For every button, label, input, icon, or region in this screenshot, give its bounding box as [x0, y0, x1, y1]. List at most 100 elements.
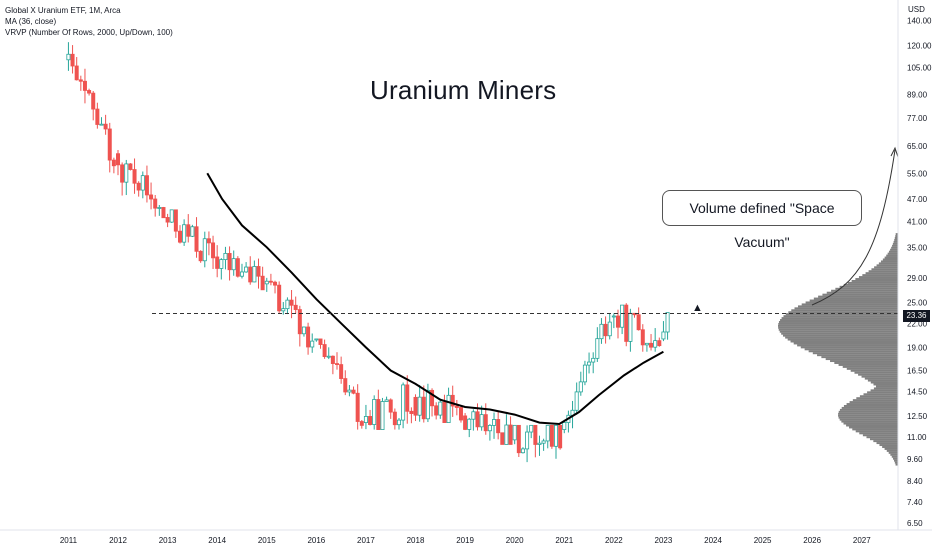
y-tick-label: 29.00 [907, 274, 928, 283]
candle-body [508, 424, 513, 445]
candle-body [161, 207, 166, 219]
legend-vrvp[interactable]: VRVP (Number Of Rows, 2000, Up/Down, 100… [5, 28, 173, 37]
y-tick-label: 14.50 [907, 388, 928, 397]
candle-body [487, 424, 492, 432]
volume-profile-bar [839, 408, 898, 411]
candle-body [396, 419, 401, 426]
candle-body [293, 304, 298, 310]
candle-body [520, 448, 525, 454]
candle-body [425, 389, 430, 420]
candle-body [235, 258, 240, 277]
volume-profile-bar [838, 414, 898, 417]
candle-body [504, 424, 509, 445]
candle-body [591, 357, 596, 363]
candle-body [223, 253, 228, 261]
volume-profile-bar [892, 457, 898, 460]
volume-profile-bar [894, 459, 898, 462]
volume-profile-bar [894, 461, 898, 464]
candle-body [640, 329, 645, 346]
y-tick-label: 22.00 [907, 319, 928, 328]
x-tick-label: 2025 [754, 536, 772, 545]
volume-profile-bar [869, 438, 898, 441]
candle-body [297, 309, 302, 335]
x-tick-label: 2017 [357, 536, 375, 545]
candle-body [330, 355, 335, 364]
candle-body [368, 416, 373, 425]
candle-body [649, 342, 654, 348]
volume-profile-bar [870, 389, 898, 392]
candle-body [173, 209, 178, 232]
candle-body [446, 394, 451, 424]
y-axis[interactable]: 6.50 7.40 8.40 9.60 11.00 12.50 14.50 16.50 19.0… [897, 0, 932, 530]
candle-body [578, 381, 583, 393]
volume-profile-bar [876, 442, 898, 445]
candle-body [549, 424, 554, 447]
candle-body [227, 253, 232, 271]
candle-body [239, 271, 244, 277]
volume-profile-bar [781, 317, 898, 320]
volume-profile-bar [890, 248, 898, 251]
volume-profile-bar [895, 233, 898, 236]
candle-body [409, 410, 414, 414]
volume-profile-bar [778, 326, 898, 329]
volume-profile-bar [863, 393, 898, 396]
candle-body [219, 259, 224, 269]
volume-profile-bar [893, 240, 898, 243]
last-price-badge: 23.36 [903, 310, 930, 322]
volume-profile-bar [788, 311, 898, 314]
candle-body [595, 338, 600, 359]
candle-body [644, 342, 649, 346]
volume-profile-bar [785, 336, 898, 339]
candle-body [359, 421, 364, 426]
y-tick-label: 6.50 [907, 519, 923, 528]
volume-profile-bar [800, 346, 898, 349]
candle-body [116, 153, 121, 166]
candle-body [91, 92, 96, 110]
candle-body [339, 364, 344, 379]
volume-profile-bar [850, 369, 898, 372]
chart-title-annotation: Uranium Miners [370, 75, 557, 105]
volume-profile-bar [861, 375, 898, 378]
x-axis[interactable]: 2011 2012 2013 2014 2015 2016 2017 2018 2019 2020… [0, 529, 932, 545]
candle-body [442, 401, 447, 424]
candle-body [384, 399, 389, 402]
y-tick-label: 35.00 [907, 243, 928, 252]
volume-profile-bar [866, 436, 898, 439]
legend-symbol[interactable]: Global X Uranium ETF, 1M, Arca [5, 6, 121, 15]
volume-profile-bar [858, 373, 898, 376]
candles [66, 42, 670, 463]
candle-body [70, 53, 75, 67]
volume-profile-bar [888, 451, 898, 454]
volume-profile-bar [797, 305, 898, 308]
volume-profile-bar [838, 412, 898, 415]
volume-profile-bar [838, 416, 898, 419]
volume-profile-bar [781, 332, 898, 335]
volume-profile-bar [873, 387, 898, 390]
volume-profile-bar [892, 244, 898, 247]
volume-profile-bar [808, 350, 898, 353]
candle-body [587, 361, 592, 366]
volume-profile-bar [884, 256, 898, 259]
candle-body [190, 226, 195, 237]
candle-body [301, 326, 306, 335]
volume-profile-bar [780, 319, 898, 322]
volume-profile-bar [886, 449, 898, 452]
candle-body [454, 405, 459, 408]
volume-profile-bar [839, 418, 898, 421]
candle-body [562, 422, 567, 430]
candle-body [438, 401, 443, 416]
volume-profile-bar [847, 281, 898, 284]
candle-body [380, 401, 385, 430]
candle-body [657, 340, 662, 347]
candle-body [533, 424, 538, 445]
candle-body [144, 175, 149, 196]
candle-body [541, 440, 546, 444]
volume-profile-bar [821, 356, 898, 359]
candle-body [149, 194, 154, 200]
legend-ma[interactable]: MA (36, close) [5, 17, 57, 26]
y-tick-label: 8.40 [907, 477, 923, 486]
candle-body [405, 384, 410, 412]
candle-body [467, 418, 472, 430]
volume-profile-bar [846, 367, 898, 370]
